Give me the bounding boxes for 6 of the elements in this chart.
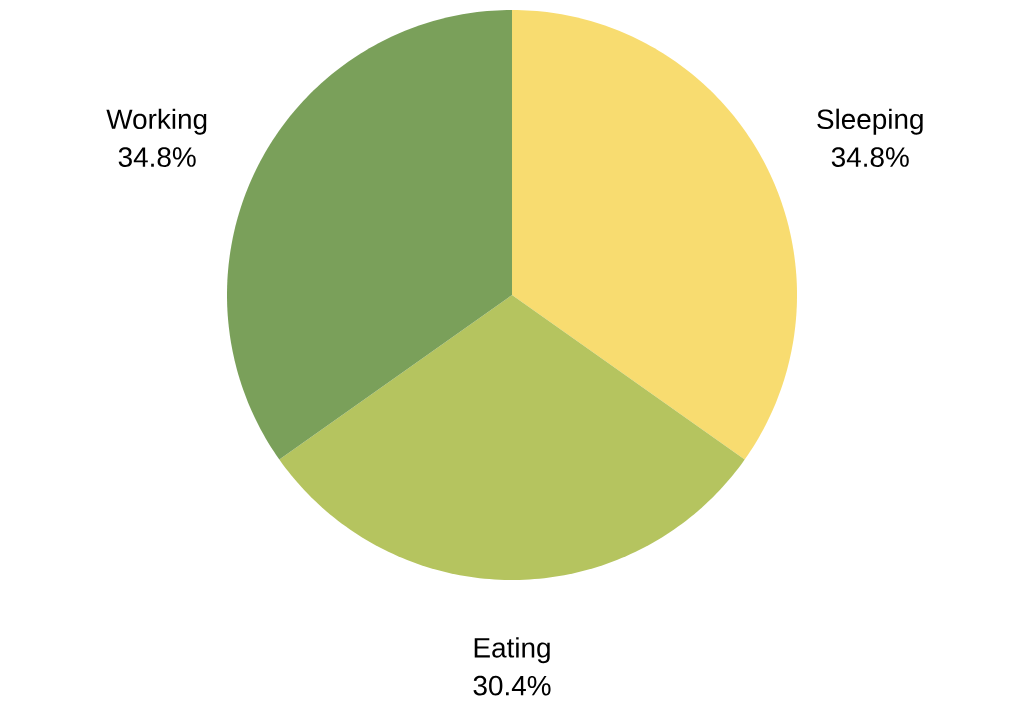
slice-label: Working [106, 108, 207, 135]
data-label: 34.8% [118, 147, 196, 167]
slice-label: Sleeping [817, 108, 923, 135]
data-label: 34.8% [831, 147, 909, 167]
slice-label: Eating [474, 637, 550, 664]
data-label: 30.4% [473, 675, 551, 696]
